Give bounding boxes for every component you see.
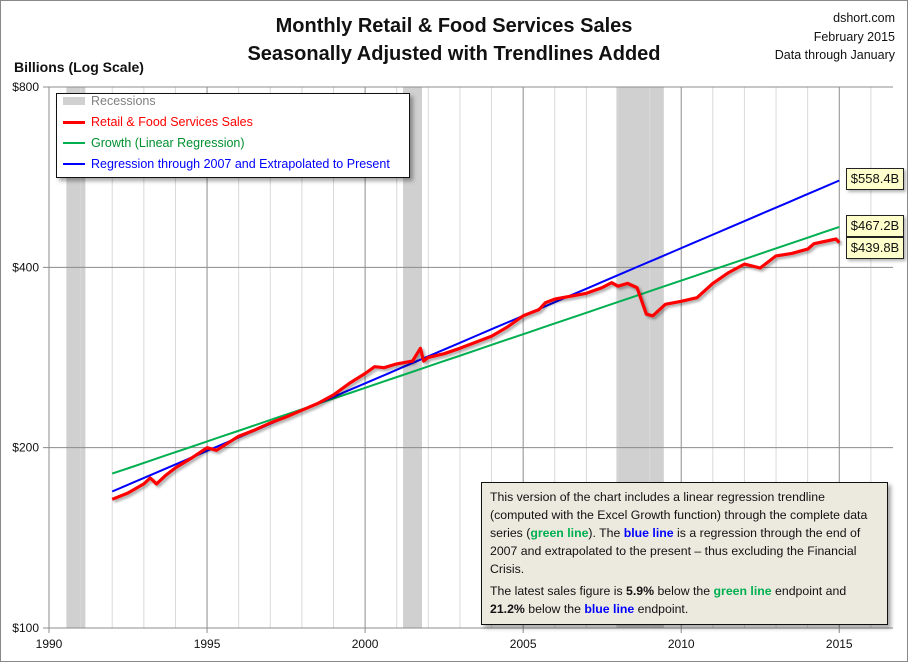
note-text: is a regression through the end of 2007 … xyxy=(490,526,861,576)
legend-item-growth: Growth (Linear Regression) xyxy=(63,136,245,150)
y-tick-label: $800 xyxy=(12,80,39,94)
note-blue-text: blue line xyxy=(584,602,635,616)
sales-swatch xyxy=(63,120,85,124)
note-text: endpoint and xyxy=(771,584,847,598)
regression-line xyxy=(111,179,840,493)
legend-item-sales: Retail & Food Services Sales xyxy=(63,115,253,129)
note-pct: 21.2% xyxy=(490,602,525,616)
sales-line xyxy=(111,237,841,501)
data-note-label: Data through January xyxy=(774,48,895,62)
regression-end-label: $558.4B xyxy=(846,168,904,190)
note-text: endpoint. xyxy=(634,602,689,616)
note-green-text: green line xyxy=(530,526,589,540)
chart-title: Monthly Retail & Food Services Sales xyxy=(275,15,633,37)
note-text: below the xyxy=(524,602,585,616)
x-tick-label: 1995 xyxy=(194,637,221,651)
legend-label: Growth (Linear Regression) xyxy=(91,136,245,150)
growth-end-label: $467.2B xyxy=(846,215,904,237)
sales-end-label: $439.8B xyxy=(846,237,904,259)
note-green-text: green line xyxy=(713,584,772,598)
note-text: below the xyxy=(654,584,714,598)
note-text: This version of the chart includes a lin… xyxy=(490,490,868,540)
legend-label: Retail & Food Services Sales xyxy=(91,115,253,129)
chart-subtitle: Seasonally Adjusted with Trendlines Adde… xyxy=(247,43,661,65)
note-text: The latest sales figure is xyxy=(490,584,627,598)
regression-swatch xyxy=(63,163,85,165)
growth-swatch xyxy=(63,142,85,144)
legend: Recessions Retail & Food Services Sales … xyxy=(56,93,410,178)
annotation-note: This version of the chart includes a lin… xyxy=(481,482,888,625)
source-label: dshort.com xyxy=(833,11,895,25)
y-tick-label: $400 xyxy=(12,260,39,274)
x-tick-label: 2010 xyxy=(668,637,695,651)
y-axis-title: Billions (Log Scale) xyxy=(14,59,144,75)
x-tick-label: 2005 xyxy=(510,637,537,651)
note-paragraph-1: This version of the chart includes a lin… xyxy=(490,488,879,578)
x-tick-label: 2015 xyxy=(826,637,853,651)
recession-band xyxy=(403,87,423,628)
recession-swatch xyxy=(63,97,85,105)
note-paragraph-2: The latest sales figure is 5.9% below th… xyxy=(490,582,879,618)
y-tick-label: $100 xyxy=(12,621,39,635)
legend-item-regression: Regression through 2007 and Extrapolated… xyxy=(63,157,390,171)
note-text: ). The xyxy=(588,526,624,540)
date-label: February 2015 xyxy=(813,30,895,44)
legend-label: Recessions xyxy=(91,94,156,108)
legend-label: Regression through 2007 and Extrapolated… xyxy=(91,157,390,171)
x-tick-label: 1990 xyxy=(36,637,63,651)
x-tick-label: 2000 xyxy=(352,637,379,651)
growth-line xyxy=(111,225,840,475)
legend-item-recessions: Recessions xyxy=(63,94,156,108)
note-pct: 5.9% xyxy=(626,584,655,598)
note-blue-text: blue line xyxy=(623,526,674,540)
y-tick-label: $200 xyxy=(12,441,39,455)
